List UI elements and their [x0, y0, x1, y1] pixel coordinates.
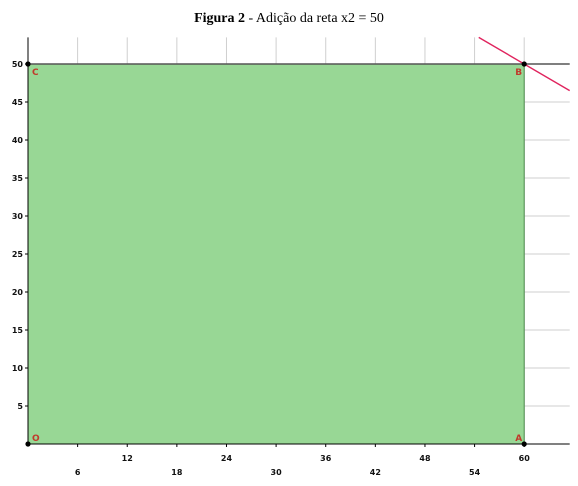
figure-title: Figura 2 - Adição da reta x2 = 50	[0, 11, 578, 27]
vertex-point-O	[25, 441, 31, 447]
vertex-point-C	[25, 61, 31, 67]
feasible-region	[27, 63, 525, 445]
vertex-point-B	[521, 61, 527, 67]
y-tick-label-30: 30	[12, 212, 24, 221]
y-tick-label-20: 20	[12, 288, 24, 297]
vertices-layer: O A B C	[25, 61, 527, 447]
ticks-layer: 12 24 36 48 60 6 18 30 42 54 5 10 15 20 25 30 35 40 45 50	[12, 60, 530, 477]
x-tick-label-12: 12	[122, 454, 133, 463]
figure-caption: Adição da reta x2 = 50	[255, 11, 384, 26]
y-tick-label-35: 35	[12, 174, 24, 183]
y-tick-label-5: 5	[17, 402, 23, 411]
x-tick-label-42: 42	[370, 468, 381, 477]
x-tick-label-54: 54	[469, 468, 481, 477]
figure-label: Figura 2	[194, 11, 246, 26]
x-tick-label-24: 24	[221, 454, 233, 463]
vertex-label-O: O	[32, 434, 40, 444]
vertex-label-A: A	[515, 434, 522, 444]
x-tick-label-18: 18	[171, 468, 183, 477]
vertex-label-C: C	[32, 68, 39, 78]
x-tick-label-48: 48	[419, 454, 431, 463]
vertex-point-A	[521, 441, 527, 447]
y-tick-label-50: 50	[12, 60, 24, 69]
x-tick-label-30: 30	[271, 468, 283, 477]
y-tick-label-10: 10	[12, 364, 24, 373]
feasible-region-layer	[27, 63, 525, 445]
x-tick-label-60: 60	[519, 454, 531, 463]
x-tick-label-6: 6	[75, 468, 81, 477]
y-tick-label-40: 40	[12, 136, 24, 145]
vertex-label-B: B	[515, 68, 522, 78]
y-tick-label-25: 25	[12, 250, 24, 259]
y-tick-label-45: 45	[12, 98, 24, 107]
figure-separator: -	[245, 11, 256, 26]
axes-layer	[27, 37, 570, 445]
x-tick-label-36: 36	[320, 454, 332, 463]
y-tick-label-15: 15	[12, 326, 24, 335]
